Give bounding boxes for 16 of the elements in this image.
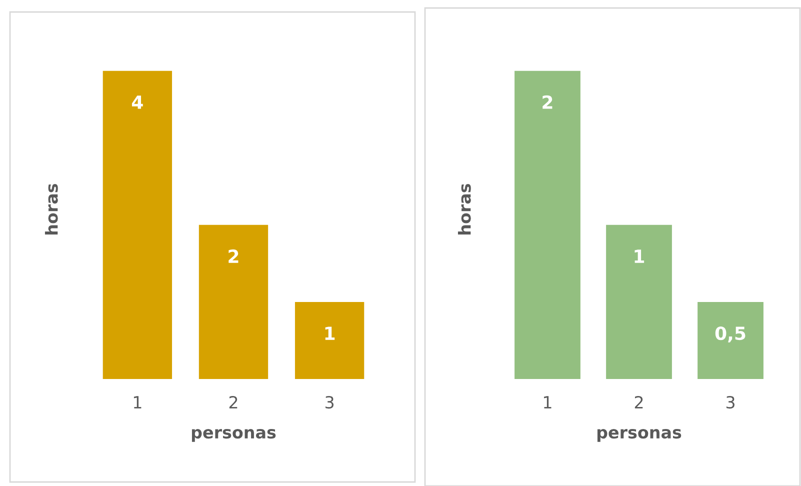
x-axis-title: personas bbox=[192, 429, 276, 442]
data-label: 0,5 bbox=[715, 326, 746, 342]
x-tick-label: 2 bbox=[634, 396, 643, 408]
data-label: 4 bbox=[132, 96, 143, 109]
x-tick-label: 1 bbox=[544, 396, 552, 408]
x-tick-label: 3 bbox=[326, 396, 334, 409]
x-axis-title: personas bbox=[597, 429, 682, 442]
x-tick-label: 1 bbox=[134, 396, 142, 408]
data-label: 1 bbox=[634, 250, 644, 263]
y-axis-title: horas bbox=[44, 184, 58, 234]
y-axis-title: horas bbox=[458, 184, 471, 234]
data-label: 2 bbox=[542, 95, 552, 109]
x-tick-label: 2 bbox=[229, 396, 238, 408]
data-label: 1 bbox=[325, 326, 335, 340]
data-label: 2 bbox=[228, 249, 238, 263]
x-tick-label: 3 bbox=[726, 396, 734, 409]
